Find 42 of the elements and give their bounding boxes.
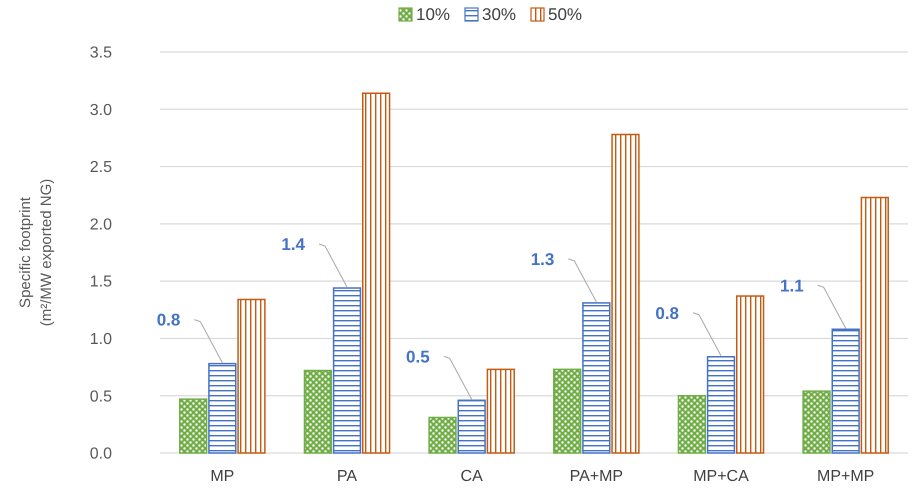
y-tick-label: 2.0	[90, 216, 112, 234]
bar	[208, 362, 236, 454]
bar	[304, 370, 332, 454]
bar	[611, 134, 640, 454]
y-tick-label: 3.5	[90, 44, 112, 62]
legend-label: 30%	[482, 5, 516, 24]
x-tick-label: MP+MP	[816, 468, 874, 485]
data-label: 0.5	[406, 347, 430, 366]
y-tick-label: 2.5	[90, 159, 112, 176]
data-label: 0.8	[156, 310, 180, 330]
bar	[428, 416, 457, 454]
bar	[486, 368, 515, 454]
y-tick-label: 0.5	[90, 388, 112, 406]
y-tick-label: 1.0	[90, 331, 112, 348]
bar	[237, 298, 266, 454]
data-label: 1.3	[530, 250, 554, 269]
y-tick-label: 1.5	[90, 274, 112, 291]
y-tick-label: 3.0	[90, 102, 112, 119]
x-tick-label: CA	[460, 468, 484, 485]
bar	[179, 398, 208, 454]
data-label: 1.4	[281, 235, 306, 254]
bar	[678, 394, 706, 454]
bar	[458, 400, 486, 454]
bar	[736, 295, 764, 454]
bar	[832, 328, 860, 454]
bar	[362, 92, 390, 454]
y-axis-title: Specific footprint (m²/MW exported NG)	[17, 178, 55, 326]
x-tick-label: MP+CA	[693, 468, 750, 485]
x-tick-label: PA+MP	[570, 468, 624, 485]
bar	[553, 368, 582, 454]
bar	[802, 390, 831, 454]
x-tick-label: MP	[210, 468, 234, 485]
legend-label: 10%	[416, 5, 450, 24]
data-label: 1.1	[780, 276, 804, 296]
bar	[706, 356, 736, 454]
bar	[332, 287, 362, 454]
x-tick-label: PA	[336, 468, 358, 485]
y-tick-label: 0.0	[90, 446, 112, 463]
data-label: 0.8	[655, 304, 679, 323]
bar	[860, 196, 889, 454]
bar	[582, 302, 610, 454]
legend-label: 50%	[548, 5, 582, 24]
